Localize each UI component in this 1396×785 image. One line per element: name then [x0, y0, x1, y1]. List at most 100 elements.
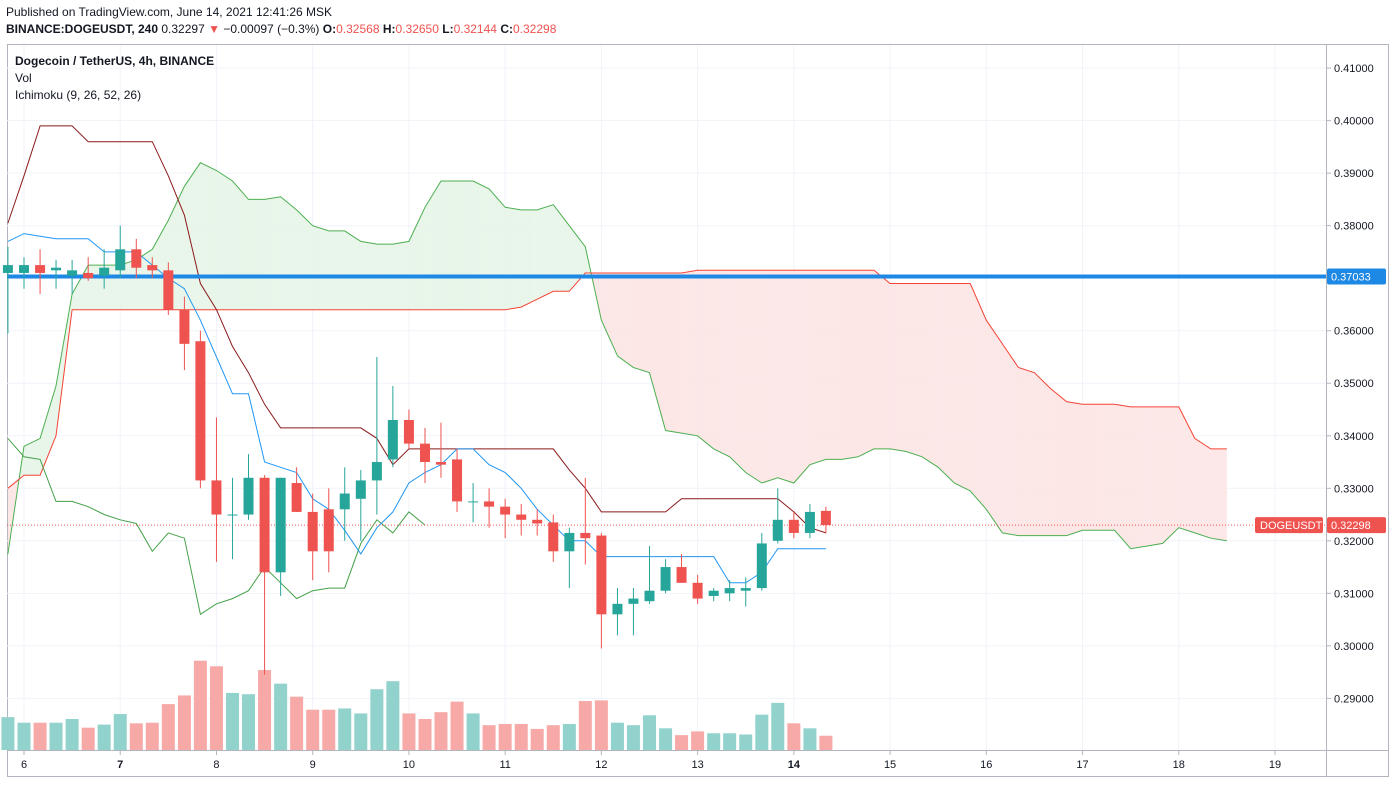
cloud-segment-bullish [521, 209, 524, 308]
cloud-segment-bearish [831, 270, 834, 460]
volume-bar [65, 719, 79, 750]
cloud-segment-bullish [188, 177, 191, 310]
cloud-segment-bullish [559, 212, 562, 292]
cloud-segment-bearish [974, 292, 977, 498]
cloud-segment-bullish [446, 181, 449, 310]
candle [35, 249, 46, 294]
cloud-segment-bearish [1136, 406, 1139, 548]
ichimoku-lines [7, 125, 1227, 616]
cloud-segment-bullish [577, 236, 580, 283]
legend-ichimoku[interactable]: Ichimoku (9, 26, 52, 26) [15, 88, 142, 102]
cloud-segment-bullish [230, 179, 233, 310]
cloud-segment-bearish [874, 270, 877, 449]
cloud-segment-bearish [819, 270, 822, 462]
cloud-segment-bullish [216, 170, 219, 310]
cloud-segment-bullish [258, 199, 261, 310]
volume-bar [81, 727, 95, 750]
cloud-segment-bearish [914, 283, 917, 455]
cloud-segment-bearish [621, 272, 624, 361]
cloud-segment-bearish [1196, 439, 1199, 535]
candlesticks[interactable] [2, 225, 831, 675]
cloud-segment-bearish [1106, 404, 1109, 531]
cloud-segment-bullish [182, 186, 185, 310]
time-tick-label: 14 [788, 759, 801, 771]
cloud-segment-bullish [134, 259, 137, 310]
cloud-segment-bearish [1080, 403, 1083, 531]
legend-volume[interactable]: Vol [15, 71, 32, 85]
candle [115, 225, 126, 279]
cloud-segment-bullish [92, 265, 95, 310]
cloud-segment-bearish [859, 270, 862, 456]
cloud-segment-bullish [469, 181, 472, 310]
cloud-segment-bearish [1190, 430, 1193, 533]
cloud-segment-bearish [1078, 403, 1081, 532]
candle [51, 259, 62, 289]
cloud-segment-bearish [867, 270, 870, 452]
legend-title[interactable]: Dogecoin / TetherUS, 4h, BINANCE [15, 54, 215, 68]
volume-bars [1, 660, 833, 750]
cloud-segment-bullish [533, 209, 536, 302]
candle [516, 504, 527, 536]
low-label: L: [442, 22, 454, 36]
cloud-segment-bearish [739, 270, 742, 469]
volume-bar [723, 733, 737, 750]
cloud-segment-bullish [122, 263, 125, 310]
volume-bar [755, 714, 769, 750]
cloud-segment-bearish [902, 283, 905, 452]
cloud-segment-bearish [825, 270, 828, 460]
cloud-segment-bullish [226, 177, 229, 310]
cloud-segment-bullish [452, 181, 456, 310]
cloud-segment-bullish [505, 207, 508, 310]
cloud-segment-bearish [882, 276, 885, 449]
cloud-segment-bearish [938, 283, 941, 470]
cloud-segment-bearish [1006, 349, 1009, 534]
cloud-segment-bullish [114, 265, 117, 310]
cloud-segment-bullish [246, 197, 249, 310]
cloud-segment-bearish [1024, 369, 1027, 536]
cloud-segment-bearish [661, 272, 664, 424]
cloud-segment-bullish [420, 211, 423, 310]
cloud-segment-bearish [789, 270, 792, 483]
cloud-segment-bearish [1008, 352, 1011, 535]
cloud-segment-bullish [473, 181, 476, 310]
cloud-segment-bullish [206, 165, 209, 310]
volume-bar [546, 725, 560, 750]
cloud-segment-bearish [960, 283, 963, 487]
cloud-segment-bullish [27, 443, 30, 476]
cloud-segment-bearish [863, 270, 866, 454]
current-price-value: 0.32298 [1331, 520, 1371, 532]
cloud-segment-bullish [29, 442, 32, 476]
cloud-segment-bearish [733, 270, 736, 463]
volume-bar [530, 728, 544, 750]
symbol-interval: BINANCE:DOGEUSDT, 240 [6, 22, 159, 36]
cloud-segment-bullish [465, 181, 468, 310]
cloud-segment-bearish [1180, 410, 1183, 529]
cloud-segment-bearish [835, 270, 838, 460]
cloud-segment-bullish [342, 230, 345, 310]
cloud-segment-bullish [232, 181, 235, 310]
cloud-segment-bullish [561, 215, 564, 292]
time-axis[interactable]: 6 7 8 9 10 11 12 13 14 15 16 17 18 19 [21, 750, 1281, 771]
cloud-segment-bullish [418, 215, 421, 310]
cloud-segment-bullish [46, 412, 49, 461]
close-label: C: [500, 22, 513, 36]
cloud-segment-bearish [637, 272, 640, 370]
cloud-segment-bearish [725, 270, 728, 456]
cloud-segment-bullish [440, 181, 443, 310]
cloud-segment-bullish [248, 199, 251, 310]
cloud-segment-bullish [336, 230, 339, 310]
candle [339, 467, 350, 541]
price-axis[interactable]: 0.410000.400000.390000.380000.370000.360… [1326, 63, 1374, 705]
cloud-segment-bullish [244, 194, 247, 310]
cloud-segment-bearish [809, 270, 812, 465]
cloud-segment-bullish [236, 185, 239, 310]
candle [147, 257, 158, 279]
cloud-segment-bullish [438, 181, 441, 310]
cloud-segment-bearish [689, 271, 692, 435]
conversion-line [7, 233, 826, 584]
candle [419, 427, 430, 484]
cloud-segment-bearish [1016, 364, 1019, 536]
volume-bar [226, 692, 240, 750]
cloud-segment-bullish [250, 199, 253, 310]
